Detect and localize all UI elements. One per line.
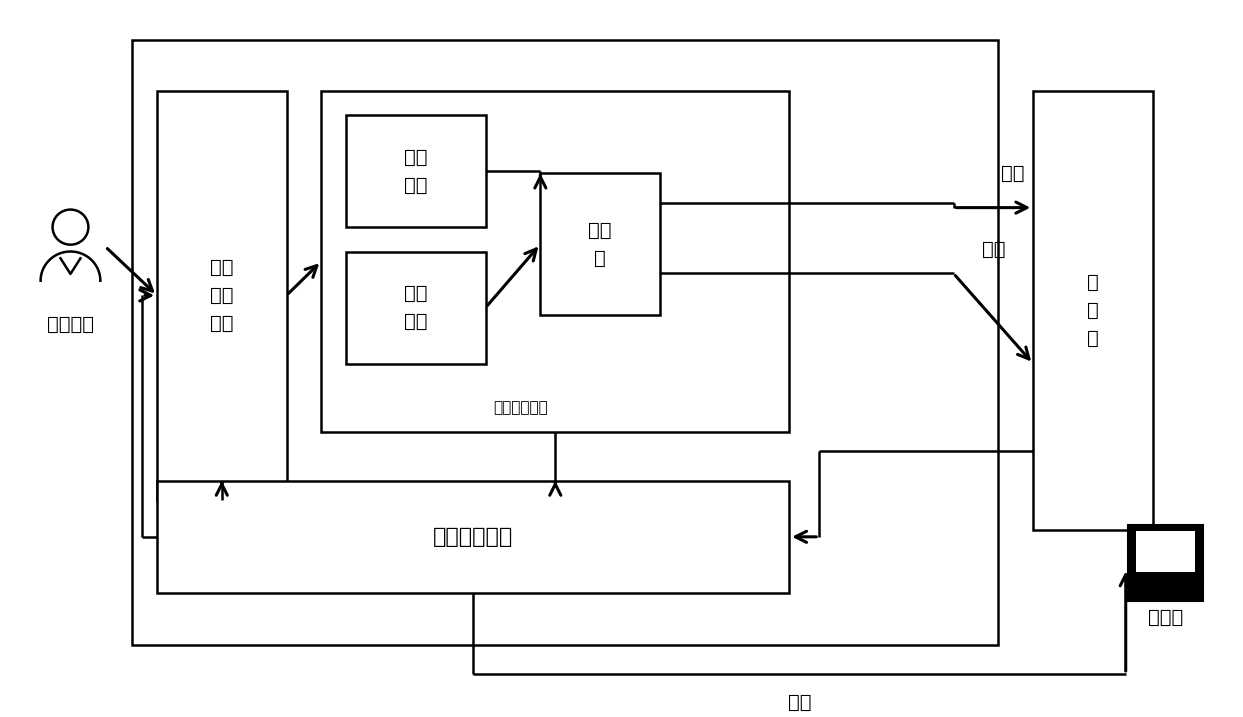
Text: 激光发生模块: 激光发生模块 [493,400,548,415]
Bar [347,252,486,364]
Bar [157,480,789,593]
Text: 激光: 激光 [1002,164,1025,184]
Bar [322,90,789,432]
Text: 人机交互: 人机交互 [47,315,94,334]
Text: 驱动
电路: 驱动 电路 [404,284,428,331]
Bar [541,174,660,315]
Text: 人机
交互
模块: 人机 交互 模块 [210,258,234,333]
Bar [1127,581,1203,601]
Bar [157,90,286,500]
Bar [347,115,486,227]
Bar [1033,90,1152,529]
Text: 传
输
层: 传 输 层 [1088,272,1099,348]
Text: 数据: 数据 [788,693,812,713]
Text: 数据交互模块: 数据交互模块 [433,527,513,547]
Text: 温控
电路: 温控 电路 [404,148,428,194]
Bar [132,40,998,645]
Text: 数据: 数据 [982,239,1006,259]
Bar [1136,531,1196,572]
Text: 上位机: 上位机 [1149,608,1183,627]
Text: 激光
器: 激光 器 [588,221,612,267]
Bar [1127,525,1203,581]
